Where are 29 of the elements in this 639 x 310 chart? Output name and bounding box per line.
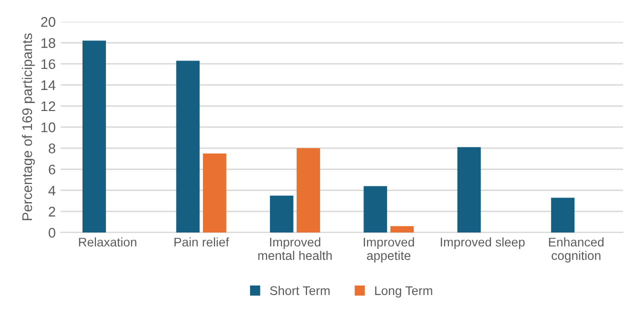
bar <box>82 40 106 232</box>
bar <box>270 196 294 232</box>
legend-label: Short Term <box>270 286 330 296</box>
bar <box>176 60 200 232</box>
x-tick-label: Pain relief <box>174 237 230 247</box>
y-tick-label: 4 <box>48 186 56 196</box>
x-tick-label: Relaxation <box>79 237 136 247</box>
x-tick-label: Improved sleep <box>440 237 525 250</box>
y-tick-label: 20 <box>41 17 56 27</box>
bar <box>202 153 226 232</box>
y-tick-label: 12 <box>41 101 56 112</box>
bar <box>390 226 414 232</box>
bar <box>296 148 320 232</box>
y-tick-label: 14 <box>41 80 56 90</box>
bar <box>364 186 388 232</box>
y-tick-label: 16 <box>41 59 56 70</box>
y-tick-label: 0 <box>48 228 56 238</box>
x-tick-label: Improved appetite <box>364 237 414 262</box>
y-tick-label: 10 <box>41 122 56 132</box>
x-tick-label: Enhanced cognition <box>549 237 604 262</box>
y-tick-label: 2 <box>48 206 56 216</box>
y-tick-label: 8 <box>48 144 56 154</box>
x-tick-label: Improved mental health <box>258 237 332 260</box>
y-tick-label: 18 <box>41 38 56 48</box>
y-tick-label: 6 <box>48 164 56 174</box>
bar <box>551 198 575 232</box>
legend-label: Long Term <box>375 286 432 298</box>
y-axis-title: Percentage of 169 participants <box>22 33 35 220</box>
bar <box>457 147 481 232</box>
